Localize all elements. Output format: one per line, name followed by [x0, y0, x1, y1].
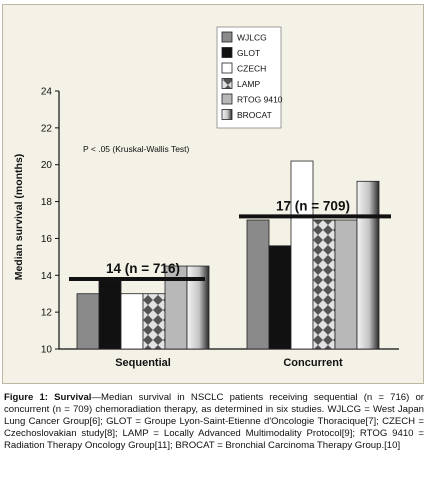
caption-title: Survival: [47, 392, 92, 403]
bar-glot-concurrent: [268, 245, 292, 350]
y-axis-label: Median survival (months): [13, 154, 25, 281]
y-tick-label: 22: [41, 123, 53, 134]
y-tick-label: 24: [41, 87, 53, 98]
bar-brocat-concurrent: [356, 180, 380, 350]
y-tick-label: 16: [41, 234, 53, 245]
chart-panel: 10 12 14 16 18 20 22 24 Sequential Concurrent 14…: [2, 4, 424, 384]
legend-entry: LAMP: [237, 79, 260, 89]
legend-entry: RTOG 9410: [237, 95, 283, 105]
bar-lamp-sequential: [142, 293, 166, 350]
pooled-median-label: 17 (n = 709): [276, 198, 350, 213]
figure-caption: Figure 1: Survival—Median survival in NS…: [4, 392, 424, 452]
caption-text: —Median survival in NSCLC patients recei…: [4, 392, 424, 451]
y-tick-label: 12: [41, 308, 53, 319]
legend-swatch: [221, 62, 233, 74]
y-tick-label: 10: [41, 345, 53, 356]
legend-entry: CZECH: [237, 64, 266, 74]
y-tick-label: 18: [41, 197, 53, 208]
x-category-label: Sequential: [115, 357, 171, 369]
y-tick-label: 14: [41, 271, 53, 282]
bar-czech-sequential: [120, 293, 144, 350]
legend-swatch: [221, 78, 233, 89]
legend-swatch: [221, 93, 233, 105]
bars: Sequential Concurrent: [76, 160, 380, 369]
legend: WJLCG GLOT CZECH LAMP RTOG 9410 BROCAT: [216, 26, 283, 129]
legend-entry: GLOT: [237, 48, 260, 58]
bar-wjlcg-sequential: [76, 293, 100, 350]
bar-rtog-9410-concurrent: [334, 219, 358, 350]
legend-swatch: [221, 47, 233, 58]
bar-brocat-sequential: [186, 265, 210, 350]
x-category-label: Concurrent: [283, 357, 343, 369]
legend-swatch: [221, 31, 233, 43]
y-tick-label: 20: [41, 160, 53, 171]
legend-swatch: [221, 109, 233, 120]
significance-annotation: P < .05 (Kruskal-Wallis Test): [83, 144, 190, 154]
legend-entry: WJLCG: [237, 33, 267, 43]
bar-chart: 10 12 14 16 18 20 22 24 Sequential Concurrent 14…: [13, 26, 399, 369]
bar-czech-concurrent: [290, 160, 314, 350]
legend-entry: BROCAT: [237, 110, 272, 120]
bar-glot-sequential: [98, 280, 122, 350]
pooled-median-label: 14 (n = 716): [106, 261, 180, 276]
pooled-lines: 14 (n = 716) 17 (n = 709): [69, 198, 391, 281]
bar-wjlcg-concurrent: [246, 219, 270, 350]
caption-label: Figure 1:: [4, 392, 48, 403]
bar-lamp-concurrent: [312, 219, 336, 350]
